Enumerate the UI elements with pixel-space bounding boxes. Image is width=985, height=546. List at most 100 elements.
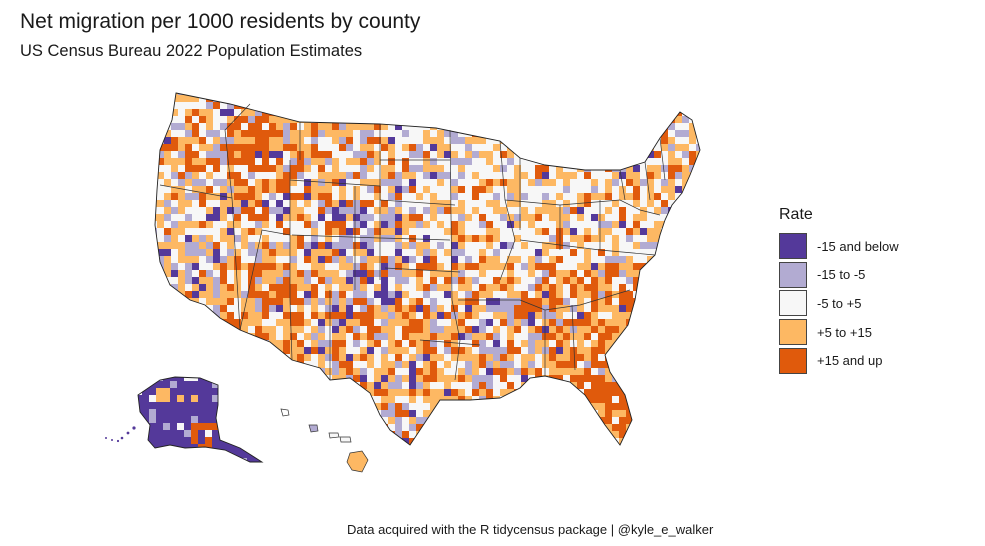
county-cell [521,361,529,369]
county-cell [171,368,179,376]
county-cell [374,277,382,285]
county-cell [318,158,326,166]
county-cell [255,431,263,439]
county-cell [535,445,542,452]
county-cell [227,165,235,173]
county-cell [290,179,298,187]
county-cell [689,144,697,152]
county-cell [542,151,550,159]
county-cell [668,151,676,159]
county-cell [500,305,508,313]
county-cell [465,319,473,327]
county-cell [696,207,700,215]
county-cell [507,396,515,404]
county-cell [402,109,410,117]
county-cell [570,179,578,187]
county-cell [458,347,466,355]
county-cell [500,151,508,159]
county-cell [675,256,683,264]
county-cell [528,298,536,306]
county-cell [318,263,326,271]
county-cell [654,375,662,383]
county-cell [500,347,508,355]
county-cell [563,382,571,390]
county-cell [696,144,700,152]
county-cell [577,382,585,390]
county-cell [584,144,592,152]
county-cell [416,102,424,110]
county-cell [444,403,452,411]
county-cell [206,221,214,229]
county-cell [164,319,172,327]
map-subtitle: US Census Bureau 2022 Population Estimat… [20,42,363,60]
county-cell [262,137,270,145]
county-cell [339,130,347,138]
county-cell [493,270,501,278]
county-cell [234,95,242,103]
county-cell [248,221,256,229]
county-cell [598,368,606,376]
county-cell [493,368,501,376]
county-cell [325,312,333,320]
county-cell [535,207,543,215]
county-cell [157,172,165,180]
county-cell [248,93,256,96]
county-cell [213,277,221,285]
county-cell [213,242,221,250]
county-cell [353,93,361,96]
county-cell [696,95,700,103]
county-cell [226,377,234,382]
county-cell [556,102,564,110]
county-cell [584,438,592,445]
county-cell [304,431,312,439]
county-cell [157,130,165,138]
county-cell [507,158,515,166]
county-cell [605,396,613,404]
county-cell [325,389,333,397]
county-cell [276,438,284,445]
county-cell [395,410,403,418]
county-cell [192,200,200,208]
county-cell [458,270,466,278]
county-cell [255,438,263,445]
county-cell [269,158,277,166]
county-cell [549,193,557,201]
county-cell [423,95,431,103]
county-cell [605,382,613,390]
county-cell [283,305,291,313]
county-cell [647,375,655,383]
county-cell [283,109,291,117]
county-cell [584,172,592,180]
county-cell [199,109,207,117]
county-cell [297,235,305,243]
county-cell [178,284,186,292]
county-cell [409,228,417,236]
county-cell [549,326,557,334]
county-cell [451,277,459,285]
county-cell [486,228,494,236]
county-cell [430,333,438,341]
county-cell [318,417,326,425]
county-cell [626,200,634,208]
county-cell [500,298,508,306]
county-cell [591,158,599,166]
county-cell [703,207,710,214]
county-cell [626,165,634,173]
county-cell [177,437,185,445]
county-cell [297,151,305,159]
county-cell [661,361,669,369]
county-cell [318,200,326,208]
county-cell [185,284,193,292]
county-cell [409,340,417,348]
county-cell [640,375,648,383]
county-cell [325,165,333,173]
county-cell [360,158,368,166]
county-cell [142,381,150,389]
county-cell [409,312,417,320]
county-cell [213,284,221,292]
county-cell [696,396,700,404]
county-cell [633,396,641,404]
county-cell [164,298,172,306]
county-cell [191,402,199,410]
county-cell [605,431,613,439]
